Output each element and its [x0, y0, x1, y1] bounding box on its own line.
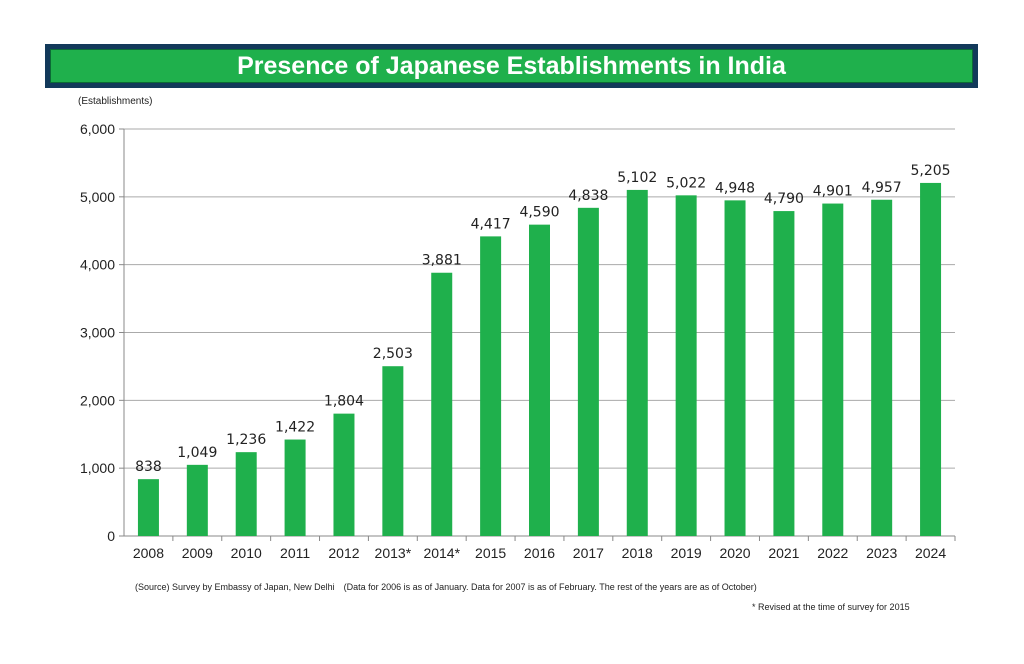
bar: [235, 452, 257, 536]
x-tick-label: 2016: [524, 545, 555, 561]
bar: [724, 200, 746, 537]
x-tick-label: 2018: [622, 545, 653, 561]
x-tick-label: 2010: [231, 545, 262, 561]
bar: [333, 413, 355, 536]
bar: [431, 272, 453, 536]
footnote: * Revised at the time of survey for 2015: [752, 602, 910, 612]
data-label: 838: [135, 459, 162, 475]
x-tick-label: 2015: [475, 545, 506, 561]
data-label: 4,790: [764, 191, 804, 207]
data-label: 5,205: [911, 163, 951, 179]
chart-title: Presence of Japanese Establishments in I…: [50, 49, 973, 83]
data-label: 4,957: [862, 180, 902, 196]
data-label: 5,022: [666, 175, 706, 191]
x-tick-label: 2022: [817, 545, 848, 561]
bar: [480, 236, 502, 536]
data-label: 1,236: [226, 432, 266, 448]
y-tick-label: 5,000: [80, 189, 115, 205]
bar: [675, 195, 697, 536]
y-tick-label: 1,000: [80, 460, 115, 476]
x-tick-label: 2012: [328, 545, 359, 561]
bar: [577, 207, 599, 536]
bar: [284, 439, 306, 536]
data-label: 4,590: [519, 205, 559, 221]
x-tick-label: 2014*: [423, 545, 460, 561]
y-tick-label: 0: [107, 528, 115, 544]
title-banner: Presence of Japanese Establishments in I…: [45, 44, 978, 88]
bar: [626, 189, 648, 536]
x-tick-label: 2020: [719, 545, 750, 561]
data-label: 1,049: [177, 445, 217, 461]
data-label: 4,948: [715, 180, 755, 196]
x-tick-label: 2017: [573, 545, 604, 561]
data-label: 5,102: [617, 170, 657, 186]
source-note: (Source) Survey by Embassy of Japan, New…: [135, 582, 757, 592]
bar: [382, 366, 404, 536]
data-label: 1,804: [324, 394, 364, 410]
y-axis-unit-label: (Establishments): [78, 96, 153, 107]
x-tick-label: 2024: [915, 545, 946, 561]
y-tick-label: 6,000: [80, 121, 115, 137]
data-label: 1,422: [275, 420, 315, 436]
x-tick-label: 2011: [280, 545, 310, 561]
data-label: 3,881: [422, 253, 462, 269]
bar: [529, 224, 550, 536]
y-tick-label: 3,000: [80, 325, 115, 341]
bar: [920, 182, 942, 537]
y-tick-label: 2,000: [80, 392, 115, 408]
bar: [773, 211, 795, 536]
x-tick-label: 2021: [768, 545, 799, 561]
data-label: 4,901: [813, 184, 853, 200]
x-tick-label: 2013*: [375, 545, 412, 561]
bar: [822, 203, 844, 536]
bar: [137, 479, 159, 536]
y-tick-label: 4,000: [80, 257, 115, 273]
data-label: 4,838: [568, 188, 608, 204]
x-tick-label: 2009: [182, 545, 213, 561]
data-label: 2,503: [373, 346, 413, 362]
x-tick-label: 2023: [866, 545, 897, 561]
x-tick-label: 2019: [671, 545, 702, 561]
bar: [186, 464, 208, 536]
bar: [871, 199, 893, 536]
data-label: 4,417: [471, 216, 511, 232]
x-tick-label: 2008: [133, 545, 164, 561]
